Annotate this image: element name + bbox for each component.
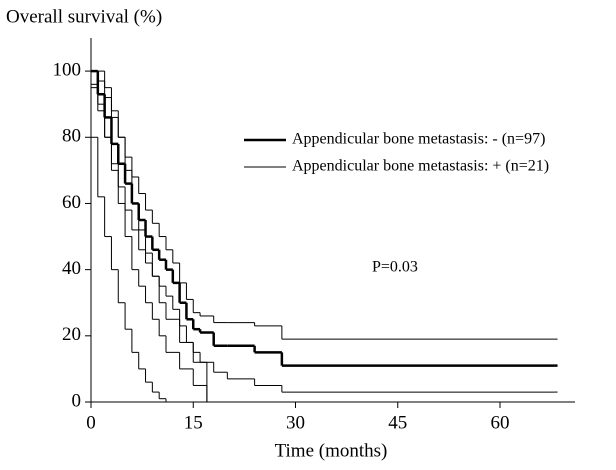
legend-label: Appendicular bone metastasis: + (n=21) bbox=[292, 158, 549, 175]
x-tick-label: 45 bbox=[388, 412, 407, 433]
annotation: P=0.03 bbox=[372, 259, 418, 276]
y-axis-label: Overall survival (%) bbox=[6, 6, 162, 27]
y-tick-label: 0 bbox=[72, 390, 82, 411]
x-tick-label: 0 bbox=[86, 412, 96, 433]
x-tick-label: 30 bbox=[286, 412, 305, 433]
y-tick-label: 20 bbox=[62, 324, 81, 345]
y-tick-label: 80 bbox=[62, 126, 81, 147]
y-tick-label: 40 bbox=[62, 258, 81, 279]
x-tick-label: 60 bbox=[491, 412, 510, 433]
y-tick-label: 100 bbox=[53, 59, 82, 80]
x-axis-label: Time (months) bbox=[275, 440, 388, 461]
legend-label: Appendicular bone metastasis: - (n=97) bbox=[292, 131, 545, 148]
y-tick-label: 60 bbox=[62, 192, 81, 213]
x-tick-label: 15 bbox=[184, 412, 203, 433]
